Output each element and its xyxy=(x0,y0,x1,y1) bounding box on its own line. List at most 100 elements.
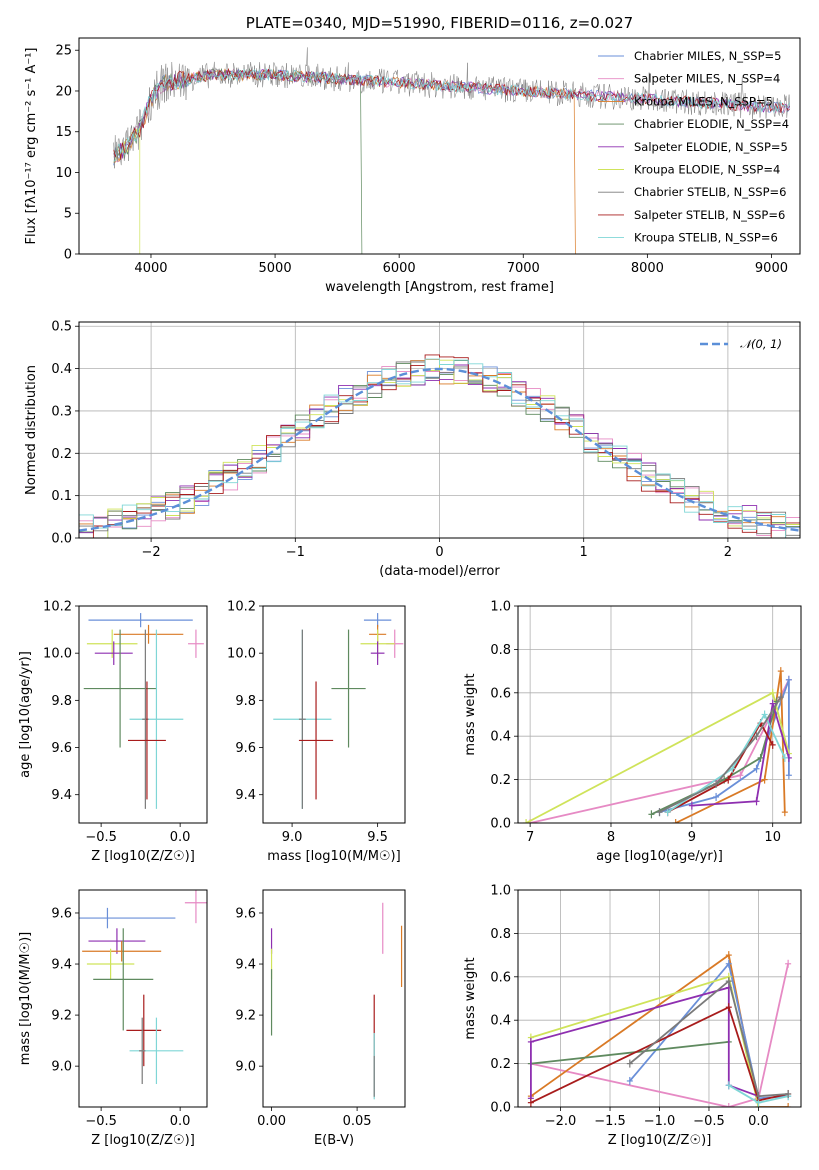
plot-area-age_vs_Z xyxy=(83,613,204,809)
plot-area-mass_weight_vs_Z xyxy=(527,951,792,1107)
legend: Chabrier MILES, N_SSP=5 Salpeter MILES, N… xyxy=(598,49,789,245)
panel-mass_weight_vs_age: 7 8 9 10 0.0 0.2 0.4 0.6 0.8 1.0 age [log10(age/yr… xyxy=(463,600,802,864)
x-tick-label: 10 xyxy=(764,830,781,845)
y-axis-label: mass weight xyxy=(463,957,478,1039)
legend-label-salpeter_miles: Salpeter MILES, N_SSP=4 xyxy=(634,72,780,86)
y-tick-label: 0.2 xyxy=(51,447,72,462)
x-tick-label: −0.5 xyxy=(693,1114,725,1129)
x-axis-label: mass [log10(M/M☉)] xyxy=(267,849,400,864)
x-tick-label: 2 xyxy=(724,545,732,560)
y-axis-label: Normed distribution xyxy=(24,365,39,495)
axes-frame xyxy=(78,37,801,255)
y-tick-label: 1.0 xyxy=(490,600,511,615)
plot-area-residuals xyxy=(79,354,800,538)
y-tick-label: 9.4 xyxy=(51,958,72,973)
x-tick-label: 8000 xyxy=(631,261,664,276)
axes-frame xyxy=(262,889,406,1108)
spectrum-line-kroupa_elodie xyxy=(113,126,141,254)
axes-frame xyxy=(517,605,802,824)
y-tick-label: 9.4 xyxy=(51,788,72,803)
y-tick-label: 20 xyxy=(55,84,72,99)
x-axis-label: Z [log10(Z/Z☉)] xyxy=(608,1133,712,1148)
errorbar-salpeter_miles xyxy=(188,629,204,658)
plot-area-mass_vs_Z xyxy=(79,890,207,1085)
x-tick-label: −1 xyxy=(286,545,305,560)
errorbar-chabrier_miles xyxy=(79,907,176,929)
y-axis-label: mass weight xyxy=(463,673,478,755)
axes-frame xyxy=(78,889,208,1108)
mass-weight-line-salpeter_elodie xyxy=(691,703,790,807)
y-tick-label: 9.2 xyxy=(51,1009,72,1024)
y-tick-label: 9.6 xyxy=(235,906,256,921)
chart-title: PLATE=0340, MJD=51990, FIBERID=0116, z=0… xyxy=(246,14,633,32)
errorbar-chabrier_stelib xyxy=(142,629,149,809)
x-tick-label: 0 xyxy=(435,545,443,560)
y-tick-label: 10.0 xyxy=(227,647,256,662)
histogram-kroupa_stelib xyxy=(79,358,800,538)
y-tick-label: 9.8 xyxy=(235,694,256,709)
mass-weight-line-chabrier_stelib xyxy=(659,696,782,813)
y-tick-label: 0.3 xyxy=(51,404,72,419)
mass-weight-line-kroupa_miles xyxy=(675,670,786,823)
y-tick-label: 0.0 xyxy=(51,532,72,547)
spectrum-line-kroupa_miles xyxy=(113,68,576,254)
mass-weight-line-chabrier_elodie xyxy=(530,1041,729,1065)
panel-age_vs_Z: −0.5 0.0 9.4 9.6 9.8 10.0 10.2 Z [log10(Z/Z☉)] a… xyxy=(18,600,208,864)
spectrum-line-salpeter_stelib xyxy=(113,67,790,160)
axes-frame xyxy=(78,321,801,539)
y-tick-label: 0.5 xyxy=(51,320,72,335)
y-tick-label: 9.6 xyxy=(51,906,72,921)
y-tick-label: 10 xyxy=(55,166,72,181)
errorbar-chabrier_miles xyxy=(88,613,193,628)
x-tick-label: 0.0 xyxy=(170,830,191,845)
y-tick-label: 25 xyxy=(55,44,72,59)
legend-label-salpeter_stelib: Salpeter STELIB, N_SSP=6 xyxy=(634,208,785,222)
panel-residuals: −2 −1 0 1 2 0.0 0.1 0.2 0.3 0.4 0.5 (data-model)/er… xyxy=(24,320,801,579)
spectrum-line-kroupa_stelib xyxy=(113,67,790,162)
x-tick-label: 6000 xyxy=(383,261,416,276)
y-tick-label: 9.8 xyxy=(51,694,72,709)
x-axis-label: Z [log10(Z/Z☉)] xyxy=(91,1133,195,1148)
y-tick-label: 10.2 xyxy=(43,600,72,615)
x-tick-label: −2.0 xyxy=(545,1114,577,1129)
y-axis-label: mass [log10(M/M☉)] xyxy=(18,932,33,1065)
legend-label-normal: 𝒩(0, 1) xyxy=(740,337,782,351)
panel-spectrum: 4000 5000 6000 7000 8000 9000 0 5 10 15 20 25 wavele… xyxy=(24,37,801,295)
panel-mass_vs_Z: −0.5 0.0 9.0 9.2 9.4 9.6 Z [log10(Z/Z☉)] mass [… xyxy=(18,889,208,1148)
x-tick-label: 7000 xyxy=(507,261,540,276)
y-tick-label: 9.2 xyxy=(235,1009,256,1024)
legend-label-chabrier_miles: Chabrier MILES, N_SSP=5 xyxy=(634,49,781,63)
panel-mass_weight_vs_Z: −2.0 −1.5 −1.0 −0.5 0.0 0.0 0.2 0.4 0.6 0.8 1.0 Z [… xyxy=(463,884,802,1148)
y-tick-label: 9.0 xyxy=(51,1060,72,1075)
plot-area-mass_vs_EBV xyxy=(270,902,403,1100)
y-tick-label: 10.0 xyxy=(43,647,72,662)
errorbar-kroupa_stelib xyxy=(129,629,184,809)
y-tick-label: 0.2 xyxy=(490,1057,511,1072)
y-tick-label: 0.4 xyxy=(490,1014,511,1029)
panel-mass_vs_EBV: 0.00 0.05 9.0 9.2 9.4 9.6 E(B-V) xyxy=(235,889,406,1148)
x-tick-label: 1 xyxy=(580,545,588,560)
x-tick-label: 0.05 xyxy=(343,1114,372,1129)
y-tick-label: 0.6 xyxy=(490,686,511,701)
x-axis-label: wavelength [Angstrom, rest frame] xyxy=(325,280,554,295)
y-tick-label: 0.0 xyxy=(490,817,511,832)
legend-label-kroupa_miles: Kroupa MILES, N_SSP=5 xyxy=(634,94,773,108)
y-tick-label: 0.1 xyxy=(51,489,72,504)
x-tick-label: 5000 xyxy=(259,261,292,276)
mass-weight-line-chabrier_stelib xyxy=(629,979,789,1098)
legend-label-kroupa_stelib: Kroupa STELIB, N_SSP=6 xyxy=(634,231,778,245)
x-tick-label: 4000 xyxy=(134,261,167,276)
legend-label-salpeter_elodie: Salpeter ELODIE, N_SSP=5 xyxy=(634,140,788,154)
y-tick-label: 0.0 xyxy=(490,1101,511,1116)
x-tick-label: 9.0 xyxy=(282,830,303,845)
legend-label-chabrier_stelib: Chabrier STELIB, N_SSP=6 xyxy=(634,185,786,199)
errorbar-salpeter_stelib xyxy=(126,994,162,1067)
errorbar-chabrier_elodie xyxy=(83,629,157,748)
y-tick-label: 9.4 xyxy=(235,788,256,803)
y-tick-label: 0.6 xyxy=(490,970,511,985)
axes-frame xyxy=(517,889,802,1108)
x-axis-label: Z [log10(Z/Z☉)] xyxy=(91,849,195,864)
panel-age_vs_mass: 9.0 9.5 9.4 9.6 9.8 10.0 10.2 mass [log10(M/M☉)… xyxy=(227,600,406,864)
y-tick-label: 0.4 xyxy=(51,362,72,377)
